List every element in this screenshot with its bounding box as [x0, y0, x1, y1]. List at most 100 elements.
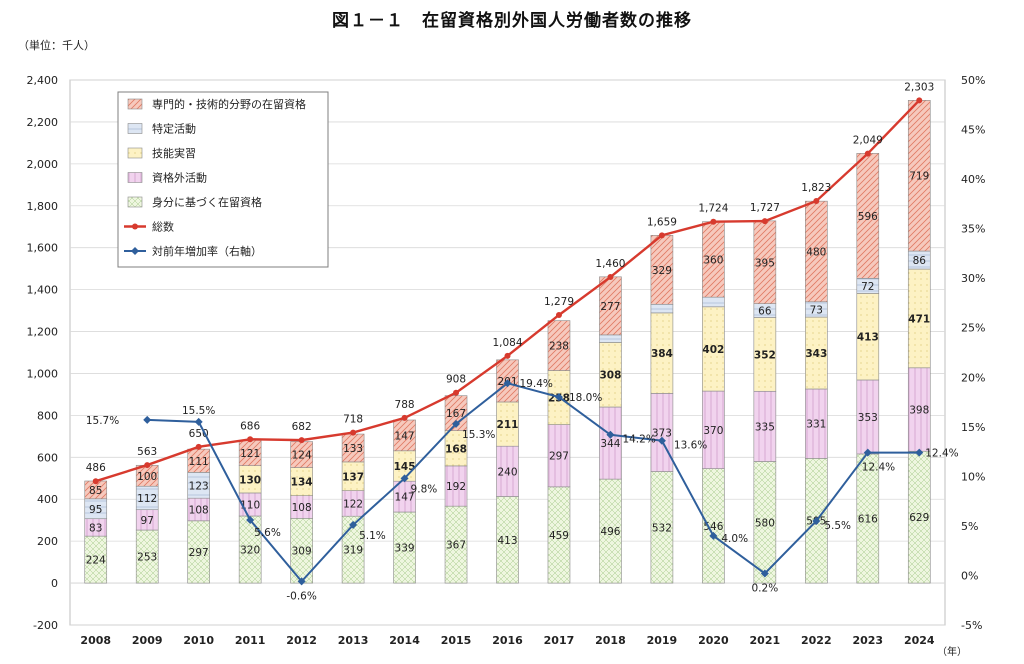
bar-value-label: 137 — [342, 471, 364, 483]
legend-marker-rate — [131, 247, 139, 255]
total-value-label: 1,084 — [492, 337, 522, 349]
bar-segment — [547, 320, 571, 371]
bar-value-label: 108 — [292, 502, 312, 514]
y-tick-label-right: 40% — [961, 173, 985, 186]
total-point — [761, 218, 768, 225]
bar-value-label: 413 — [497, 535, 517, 547]
legend-label: 専門的・技術的分野の在留資格 — [152, 97, 306, 111]
bar-value-label: 108 — [189, 505, 209, 517]
x-tick-label: 2021 — [750, 634, 781, 647]
rate-value-label: 12.4% — [862, 462, 895, 474]
rate-point — [760, 569, 769, 578]
rate-value-label: 15.3% — [462, 429, 495, 441]
y-tick-label-right: 10% — [961, 470, 985, 483]
bar-value-label: 532 — [652, 522, 672, 534]
x-tick-label: 2011 — [235, 634, 266, 647]
bar-value-label: 459 — [549, 530, 569, 542]
x-tick-label: 2013 — [338, 634, 369, 647]
total-value-label: 1,724 — [698, 203, 728, 215]
total-value-label: 686 — [240, 420, 260, 432]
x-tick-label: 2015 — [441, 634, 472, 647]
rate-value-label: 0.2% — [752, 582, 779, 594]
bar-value-label: 353 — [858, 412, 878, 424]
bar-value-label: 384 — [651, 348, 673, 360]
bar-value-label: 413 — [857, 332, 879, 344]
bar-value-label: 320 — [240, 545, 260, 557]
total-point — [710, 218, 717, 225]
bar-value-label: 352 — [754, 349, 776, 361]
y-tick-label-right: 0% — [961, 569, 978, 582]
bar-value-label: 134 — [291, 477, 313, 489]
rate-point — [657, 436, 666, 445]
bar-value-label: 147 — [395, 492, 415, 504]
y-tick-label-left: 1,800 — [27, 200, 59, 213]
y-tick-label-right: 25% — [961, 322, 985, 335]
bar-value-label: 192 — [446, 481, 466, 493]
x-tick-label: 2012 — [286, 634, 317, 647]
bar-labels: 2248395852539711210029710812311132011013… — [86, 171, 931, 567]
rate-value-label: 18.0% — [569, 392, 602, 404]
rate-point — [400, 474, 409, 483]
total-point — [504, 352, 511, 359]
total-point — [453, 389, 460, 396]
bar-value-label: 168 — [445, 443, 467, 455]
total-point — [92, 478, 99, 485]
bar-value-label: 224 — [86, 555, 106, 567]
rate-value-label: 5.1% — [359, 530, 386, 542]
rate-value-label: 19.4% — [520, 378, 553, 390]
bar-value-label: 147 — [395, 430, 415, 442]
y-tick-label-left: 200 — [37, 535, 58, 548]
bar-value-label: 167 — [446, 408, 466, 420]
y-tick-label-left: 2,200 — [27, 116, 59, 129]
total-point — [555, 311, 562, 318]
rate-point — [503, 379, 512, 388]
bar-value-label: 297 — [549, 451, 569, 463]
bar-value-label: 335 — [755, 421, 775, 433]
total-point — [813, 197, 820, 204]
total-point — [350, 429, 357, 436]
total-value-label: 1,659 — [647, 216, 677, 228]
bar-value-label: 100 — [137, 471, 157, 483]
x-tick-label: 2008 — [80, 634, 111, 647]
bar-value-label: 367 — [446, 540, 466, 552]
x-tick-label: 2020 — [698, 634, 729, 647]
y-tick-label-left: 400 — [37, 493, 58, 506]
bar-segment — [702, 296, 725, 308]
bar-value-label: 402 — [702, 344, 724, 356]
y-tick-label-left: 2,000 — [27, 158, 59, 171]
total-value-label: 1,727 — [750, 202, 780, 214]
bar-value-label: 130 — [239, 474, 261, 486]
rate-point — [915, 448, 924, 457]
x-tick-label: 2009 — [132, 634, 163, 647]
bar-value-label: 360 — [703, 254, 723, 266]
bar-value-label: 95 — [89, 504, 102, 516]
y-tick-label-left: 1,600 — [27, 242, 59, 255]
total-point — [247, 436, 254, 443]
rate-line — [147, 382, 920, 583]
rate-value-label: 5.6% — [254, 527, 281, 539]
bar-value-label: 496 — [600, 526, 620, 538]
bar-value-label: 308 — [599, 370, 621, 382]
bar-value-label: 580 — [755, 517, 775, 529]
bar-value-label: 72 — [861, 281, 874, 293]
bar-value-label: 211 — [497, 419, 519, 431]
rate-point — [143, 415, 152, 424]
bar-value-label: 629 — [909, 512, 929, 524]
bar-value-label: 112 — [137, 493, 157, 505]
y-tick-label-right: 20% — [961, 371, 985, 384]
total-point — [916, 97, 923, 104]
bar-value-label: 97 — [141, 515, 154, 527]
legend-swatch — [127, 123, 143, 134]
legend-label: 身分に基づく在留資格 — [152, 195, 262, 209]
bar-segment — [599, 334, 622, 343]
x-tick-label: 2024 — [904, 634, 935, 647]
y-tick-label-right: 15% — [961, 421, 985, 434]
rate-point — [246, 515, 255, 524]
bar-value-label: 398 — [909, 405, 929, 417]
y-tick-label-right: 5% — [961, 520, 978, 533]
bar-value-label: 124 — [292, 450, 312, 462]
rate-point — [812, 516, 821, 525]
x-tick-label: 2014 — [389, 634, 420, 647]
bar-value-label: 240 — [497, 466, 517, 478]
